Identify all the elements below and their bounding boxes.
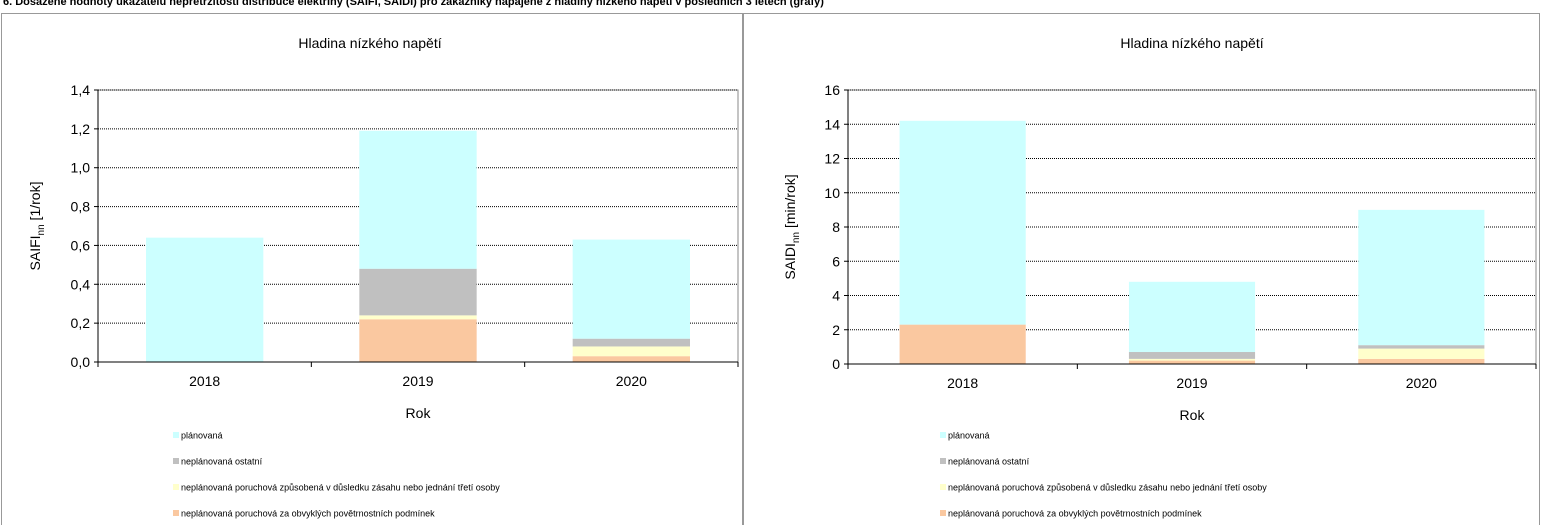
legend-label: plánovaná <box>181 431 223 441</box>
bar-segment <box>359 319 477 362</box>
y-tick-label: 14 <box>824 116 840 132</box>
x-tick-label: 2019 <box>1176 375 1207 391</box>
x-tick-label: 2020 <box>1406 375 1437 391</box>
y-axis-label-main: SAIFI <box>27 235 43 270</box>
chart-title: Hladina nízkého napětí <box>1120 35 1263 51</box>
bar-segment <box>359 130 477 269</box>
bar-segment <box>572 239 690 339</box>
bar-segment <box>1358 209 1485 346</box>
legend-swatch <box>940 432 946 438</box>
y-tick-label: 0,6 <box>71 237 91 253</box>
bar-segment <box>899 324 1026 364</box>
y-tick-label: 0,4 <box>71 276 91 292</box>
chart-title: Hladina nízkého napětí <box>298 35 441 51</box>
bar-segment <box>1358 358 1485 364</box>
y-tick-label: 10 <box>824 185 840 201</box>
y-axis-label-unit: [min/rok] <box>782 174 798 232</box>
y-axis-label-sub: nn <box>791 232 802 243</box>
bar-segment <box>1128 352 1256 359</box>
y-tick-label: 16 <box>824 82 840 98</box>
bar-segment <box>899 120 1026 325</box>
y-tick-label: 12 <box>824 151 840 167</box>
legend-label: neplánovaná poruchová způsobená v důsled… <box>181 483 500 493</box>
legend-label: neplánovaná poruchová za obvyklých povět… <box>181 509 435 519</box>
x-axis-label: Rok <box>406 405 432 421</box>
legend-label: neplánovaná poruchová způsobená v důsled… <box>948 483 1267 493</box>
bar-segment <box>359 268 477 316</box>
legend-swatch <box>940 484 946 490</box>
legend-swatch <box>173 484 179 490</box>
y-tick-label: 0 <box>832 356 840 372</box>
y-tick-label: 8 <box>832 219 840 235</box>
y-tick-label: 0,8 <box>71 199 91 215</box>
legend-swatch <box>940 458 946 464</box>
legend-swatch <box>173 458 179 464</box>
legend-label: neplánovaná poruchová za obvyklých povět… <box>948 509 1202 519</box>
legend-label: neplánovaná ostatní <box>948 457 1030 467</box>
legend-swatch <box>940 510 946 516</box>
bar-segment <box>572 338 690 347</box>
y-tick-label: 1,0 <box>71 160 91 176</box>
bar-segment <box>572 346 690 357</box>
y-tick-label: 1,4 <box>71 82 91 98</box>
y-axis-label-main: SAIDI <box>782 243 798 280</box>
legend-swatch <box>173 432 179 438</box>
bar-segment <box>1128 281 1256 353</box>
y-axis-label-sub: nn <box>36 224 47 235</box>
x-tick-label: 2020 <box>616 373 647 389</box>
bar-segment <box>359 315 477 320</box>
y-axis-label: SAIFInn [1/rok] <box>27 182 47 271</box>
y-tick-label: 0,2 <box>71 315 91 331</box>
bar-segment <box>1358 348 1485 359</box>
x-axis-label: Rok <box>1180 407 1206 423</box>
y-tick-label: 4 <box>832 288 840 304</box>
legend-label: plánovaná <box>948 431 990 441</box>
y-axis-label: SAIDInn [min/rok] <box>782 174 802 279</box>
x-tick-label: 2019 <box>402 373 433 389</box>
bar-segment <box>1128 360 1256 364</box>
legend-swatch <box>173 510 179 516</box>
bar-segment <box>1358 345 1485 349</box>
legend-label: neplánovaná ostatní <box>181 457 263 467</box>
y-tick-label: 1,2 <box>71 121 91 137</box>
x-tick-label: 2018 <box>189 373 220 389</box>
bar-segment <box>1128 358 1256 361</box>
y-axis-label-unit: [1/rok] <box>27 182 43 225</box>
y-tick-label: 6 <box>832 253 840 269</box>
bar-segment <box>146 237 264 362</box>
y-tick-label: 2 <box>832 322 840 338</box>
x-tick-label: 2018 <box>947 375 978 391</box>
page-title: 6. Dosažené hodnoty ukazatelů nepřetržit… <box>3 0 824 8</box>
bar-segment <box>572 356 690 362</box>
y-tick-label: 0,0 <box>71 354 91 370</box>
